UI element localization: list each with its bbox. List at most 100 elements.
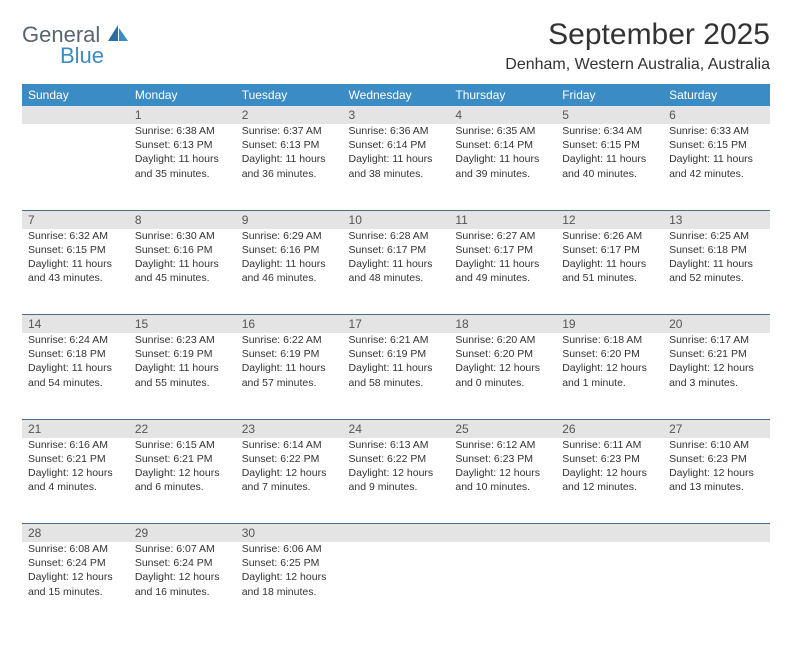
daynum-row: 78910111213: [22, 210, 770, 229]
day-cell: Sunrise: 6:22 AMSunset: 6:19 PMDaylight:…: [236, 333, 343, 419]
day-detail-line: Sunrise: 6:23 AM: [135, 333, 230, 347]
day-detail-line: Sunrise: 6:20 AM: [455, 333, 550, 347]
calendar-body: 123456Sunrise: 6:38 AMSunset: 6:13 PMDay…: [22, 106, 770, 628]
day-detail-line: Sunrise: 6:36 AM: [349, 124, 444, 138]
day-number: 15: [129, 315, 236, 334]
day-detail-line: Sunset: 6:19 PM: [242, 347, 337, 361]
day-detail-line: Daylight: 12 hours: [562, 361, 657, 375]
day-detail-line: Daylight: 11 hours: [28, 361, 123, 375]
dow-sunday: Sunday: [22, 84, 129, 106]
day-cell: Sunrise: 6:13 AMSunset: 6:22 PMDaylight:…: [343, 438, 450, 524]
day-cell: Sunrise: 6:14 AMSunset: 6:22 PMDaylight:…: [236, 438, 343, 524]
day-cell: Sunrise: 6:17 AMSunset: 6:21 PMDaylight:…: [663, 333, 770, 419]
day-cell: Sunrise: 6:30 AMSunset: 6:16 PMDaylight:…: [129, 229, 236, 315]
day-cell: Sunrise: 6:35 AMSunset: 6:14 PMDaylight:…: [449, 124, 556, 210]
day-detail-line: Daylight: 11 hours: [349, 361, 444, 375]
day-cell: Sunrise: 6:38 AMSunset: 6:13 PMDaylight:…: [129, 124, 236, 210]
day-detail-line: and 7 minutes.: [242, 480, 337, 494]
dow-friday: Friday: [556, 84, 663, 106]
day-detail-line: Daylight: 12 hours: [349, 466, 444, 480]
day-cell: Sunrise: 6:07 AMSunset: 6:24 PMDaylight:…: [129, 542, 236, 628]
day-detail-line: Daylight: 11 hours: [669, 257, 764, 271]
logo-text-block: General Blue: [22, 24, 129, 67]
day-cell: [663, 542, 770, 628]
day-detail-line: Sunset: 6:16 PM: [242, 243, 337, 257]
day-detail-line: Sunset: 6:23 PM: [562, 452, 657, 466]
day-detail-line: and 0 minutes.: [455, 376, 550, 390]
day-cell: Sunrise: 6:20 AMSunset: 6:20 PMDaylight:…: [449, 333, 556, 419]
day-detail-line: Daylight: 11 hours: [135, 152, 230, 166]
day-number: 16: [236, 315, 343, 334]
day-detail-line: Sunset: 6:18 PM: [669, 243, 764, 257]
day-number: 17: [343, 315, 450, 334]
day-detail-line: Sunrise: 6:10 AM: [669, 438, 764, 452]
day-cell: [556, 542, 663, 628]
day-detail-line: Sunset: 6:16 PM: [135, 243, 230, 257]
header: General Blue September 2025 Denham, West…: [22, 18, 770, 74]
day-detail-line: Sunrise: 6:24 AM: [28, 333, 123, 347]
dow-monday: Monday: [129, 84, 236, 106]
day-detail-line: Daylight: 12 hours: [455, 361, 550, 375]
day-detail-line: Sunrise: 6:07 AM: [135, 542, 230, 556]
day-detail-line: and 46 minutes.: [242, 271, 337, 285]
day-detail-line: Sunrise: 6:30 AM: [135, 229, 230, 243]
day-detail-line: and 13 minutes.: [669, 480, 764, 494]
day-detail-line: and 51 minutes.: [562, 271, 657, 285]
day-detail-line: Daylight: 12 hours: [28, 570, 123, 584]
day-detail-line: Sunset: 6:21 PM: [135, 452, 230, 466]
day-cell: [22, 124, 129, 210]
day-cell: Sunrise: 6:36 AMSunset: 6:14 PMDaylight:…: [343, 124, 450, 210]
day-detail-line: and 57 minutes.: [242, 376, 337, 390]
day-detail-line: Daylight: 12 hours: [455, 466, 550, 480]
day-detail-line: Daylight: 11 hours: [562, 257, 657, 271]
day-number: 30: [236, 524, 343, 543]
week-row: Sunrise: 6:32 AMSunset: 6:15 PMDaylight:…: [22, 229, 770, 315]
day-detail-line: Sunset: 6:13 PM: [242, 138, 337, 152]
day-number: 13: [663, 210, 770, 229]
day-detail-line: and 48 minutes.: [349, 271, 444, 285]
day-detail-line: Sunset: 6:15 PM: [562, 138, 657, 152]
day-cell: Sunrise: 6:16 AMSunset: 6:21 PMDaylight:…: [22, 438, 129, 524]
title-block: September 2025 Denham, Western Australia…: [505, 18, 770, 74]
day-detail-line: Sunset: 6:24 PM: [28, 556, 123, 570]
day-cell: Sunrise: 6:21 AMSunset: 6:19 PMDaylight:…: [343, 333, 450, 419]
day-detail-line: Daylight: 12 hours: [242, 570, 337, 584]
day-number: 6: [663, 106, 770, 124]
location-label: Denham, Western Australia, Australia: [505, 56, 770, 74]
logo-line2: Blue: [60, 45, 129, 67]
day-cell: Sunrise: 6:12 AMSunset: 6:23 PMDaylight:…: [449, 438, 556, 524]
day-number: 4: [449, 106, 556, 124]
day-detail-line: Sunset: 6:22 PM: [349, 452, 444, 466]
day-detail-line: Sunset: 6:17 PM: [349, 243, 444, 257]
day-detail-line: and 38 minutes.: [349, 167, 444, 181]
day-detail-line: and 58 minutes.: [349, 376, 444, 390]
day-cell: Sunrise: 6:26 AMSunset: 6:17 PMDaylight:…: [556, 229, 663, 315]
day-detail-line: Sunrise: 6:22 AM: [242, 333, 337, 347]
day-number: 9: [236, 210, 343, 229]
day-detail-line: Sunset: 6:14 PM: [455, 138, 550, 152]
daynum-row: 14151617181920: [22, 315, 770, 334]
day-detail-line: Daylight: 11 hours: [135, 257, 230, 271]
day-detail-line: and 10 minutes.: [455, 480, 550, 494]
day-detail-line: Daylight: 12 hours: [242, 466, 337, 480]
day-detail-line: Daylight: 11 hours: [562, 152, 657, 166]
day-cell: Sunrise: 6:37 AMSunset: 6:13 PMDaylight:…: [236, 124, 343, 210]
day-cell: Sunrise: 6:32 AMSunset: 6:15 PMDaylight:…: [22, 229, 129, 315]
day-number: 10: [343, 210, 450, 229]
day-detail-line: Sunrise: 6:11 AM: [562, 438, 657, 452]
day-detail-line: and 40 minutes.: [562, 167, 657, 181]
day-detail-line: and 6 minutes.: [135, 480, 230, 494]
day-detail-line: Daylight: 12 hours: [135, 570, 230, 584]
day-detail-line: and 15 minutes.: [28, 585, 123, 599]
day-number: 23: [236, 419, 343, 438]
daynum-row: 123456: [22, 106, 770, 124]
day-number: 18: [449, 315, 556, 334]
day-detail-line: and 35 minutes.: [135, 167, 230, 181]
day-detail-line: and 39 minutes.: [455, 167, 550, 181]
week-row: Sunrise: 6:16 AMSunset: 6:21 PMDaylight:…: [22, 438, 770, 524]
dow-header-row: Sunday Monday Tuesday Wednesday Thursday…: [22, 84, 770, 106]
day-cell: Sunrise: 6:25 AMSunset: 6:18 PMDaylight:…: [663, 229, 770, 315]
day-detail-line: Daylight: 12 hours: [562, 466, 657, 480]
day-number: [663, 524, 770, 543]
day-number: 20: [663, 315, 770, 334]
